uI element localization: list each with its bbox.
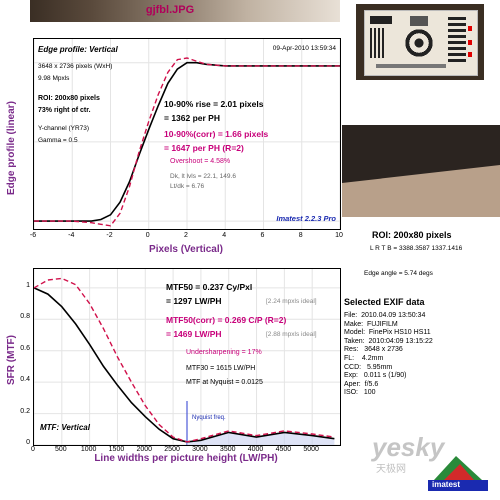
mtf-x-tick-label: 3500	[219, 446, 236, 453]
mtf50-corr: MTF50(corr) = 0.269 C/P (R=2)	[166, 315, 287, 325]
exif-line: ISO: 100	[344, 389, 376, 397]
mtf-x-tick-label: 5000	[303, 446, 319, 453]
edge-gamma: Gamma = 0.5	[38, 137, 78, 144]
rise-per-ph: = 1362 per PH	[164, 113, 220, 123]
imatest-logo-text: imatest	[432, 480, 461, 489]
mtf-x-tick-label: 0	[31, 446, 35, 453]
mtf-line	[34, 287, 335, 443]
rise-corr-value: 10-90%(corr) = 1.66 pixels	[164, 129, 269, 139]
mtf30: MTF30 = 1615 LW/PH	[186, 365, 256, 372]
mtf-x-tick-label: 500	[54, 446, 67, 453]
mtf-y-tick-label: 0.6	[20, 344, 30, 352]
overshoot: Overshoot = 4.58%	[170, 158, 231, 165]
edge-mpxls: 9.98 Mpxls	[38, 75, 70, 82]
exif-line: Make: FUJIFILM	[344, 320, 398, 328]
edge-position: 73% right of ctr.	[38, 107, 91, 114]
edge-pixels: 3648 x 2736 pixels (WxH)	[38, 63, 113, 70]
edge-x-tick-label: -4	[68, 232, 75, 239]
mtf-title: MTF: Vertical	[40, 423, 90, 432]
edge-x-tick-label: 0	[145, 232, 150, 239]
imatest-brand: Imatest 2.2.3 Pro	[276, 214, 336, 223]
mtf-svg	[34, 269, 340, 445]
mtf-plot: MTF50 = 0.237 Cy/Pxl = 1297 LW/PH [2.24 …	[33, 268, 341, 446]
exif-line: File: 2010.04.09 13:50:34	[344, 312, 426, 319]
mtf-x-axis-label: Line widths per picture height (LW/PH)	[94, 453, 278, 464]
mtf-y-tick-label: 0	[26, 439, 30, 446]
imatest-logo: imatest	[426, 452, 490, 492]
mtf-y-tick-label: 0.8	[20, 313, 30, 321]
exif-line: Taken: 2010:04:09 13:15:22	[344, 337, 433, 345]
roi-crop-image	[342, 125, 500, 217]
edge-x-tick-label: 10	[335, 232, 343, 239]
mtf-x-tick-label: 4000	[247, 446, 264, 453]
mtf50-corr-ideal: [2.88 mpxls ideal]	[266, 331, 317, 338]
mtf50-corr-lwph: = 1469 LW/PH	[166, 329, 222, 339]
exif-line: Model: FinePix HS10 HS11	[344, 329, 431, 337]
edge-title: Edge profile: Vertical	[38, 45, 118, 54]
title-strip	[30, 0, 340, 22]
mtf-corrected-line	[34, 277, 335, 443]
exif-line: Exp: 0.011 s (1/90)	[344, 372, 407, 380]
edge-y-axis-label: Edge profile (linear)	[6, 101, 17, 195]
edge-profile-svg	[34, 39, 340, 229]
edge-x-tick-label: 8	[298, 232, 303, 239]
mtf-y-tick-label: 0.2	[20, 407, 30, 415]
mtf50-lwph: = 1297 LW/PH	[166, 296, 222, 306]
mtf-y-axis-label: SFR (MTF)	[6, 335, 17, 385]
mtf-x-tick-label: 2000	[136, 446, 153, 453]
edge-angle: Edge angle = 5.74 degs	[364, 270, 433, 277]
edge-x-tick-label: 6	[260, 232, 265, 239]
yesky-sub-text: 天极网	[376, 464, 406, 475]
edge-x-axis-label: Pixels (Vertical)	[149, 244, 223, 255]
edge-channel: Y-channel (YR73)	[38, 125, 90, 132]
mtf-at-nyquist: MTF at Nyquist = 0.0125	[186, 379, 263, 386]
mtf50-ideal: [2.24 mpxls ideal]	[266, 298, 317, 305]
rise-corr-per-ph: = 1647 per PH (R=2)	[164, 143, 244, 153]
mtf50: MTF50 = 0.237 Cy/Pxl	[166, 282, 253, 292]
edge-roi: ROI: 200x80 pixels	[38, 95, 100, 102]
edge-x-tick-label: -2	[106, 232, 113, 239]
exif-line: CCD: 5.95mm	[344, 363, 393, 371]
mtf-x-tick-label: 1500	[108, 446, 125, 453]
yesky-logo-text: yesky	[372, 432, 445, 462]
undersharpening: Undersharpening = 17%	[186, 349, 262, 356]
exif-list: File: 2010.04.09 13:50:34 Make: FUJIFILM…	[344, 312, 433, 398]
edge-profile-plot: Edge profile: Vertical 09-Apr-2010 13:59…	[33, 38, 341, 230]
mtf-y-tick-label: 0.4	[20, 376, 30, 384]
above-nyquist-shading	[187, 432, 335, 445]
mtf-x-tick-label: 1000	[80, 446, 97, 453]
exif-line: Aper: f/5.6	[344, 380, 379, 388]
file-title: gjfbl.JPG	[145, 4, 195, 16]
edge-x-tick-label: 2	[184, 232, 188, 239]
roi-lrtb: L R T B = 3388.3587 1337.1416	[370, 245, 463, 252]
edge-profile-corrected-line	[34, 57, 340, 227]
exif-line: FL: 4.2mm	[344, 354, 384, 362]
edge-x-tick-label: -6	[29, 232, 37, 239]
light-dark-ratio: Lt/dk = 6.76	[170, 183, 205, 190]
roi-title: ROI: 200x80 pixels	[372, 230, 452, 240]
test-chart-thumbnail	[356, 4, 484, 80]
dark-light-levels: Dk, lt lvls = 22.1, 149.6	[170, 173, 236, 180]
mtf-x-tick-label: 3000	[192, 446, 208, 453]
edge-date: 09-Apr-2010 13:59:34	[272, 45, 336, 52]
nyquist-label: Nyquist freq.	[192, 415, 226, 421]
exif-title: Selected EXIF data	[344, 297, 425, 307]
exif-line: Res: 3648 x 2736	[344, 346, 403, 354]
yesky-watermark: yesky 天极网 imatest	[372, 432, 500, 500]
mtf-y-tick-label: 1	[26, 281, 30, 289]
rise-value: 10-90% rise = 2.01 pixels	[164, 99, 264, 109]
mtf-x-tick-label: 2500	[164, 446, 180, 453]
edge-x-tick-label: 4	[222, 232, 227, 239]
mtf-x-tick-label: 4500	[275, 446, 292, 453]
